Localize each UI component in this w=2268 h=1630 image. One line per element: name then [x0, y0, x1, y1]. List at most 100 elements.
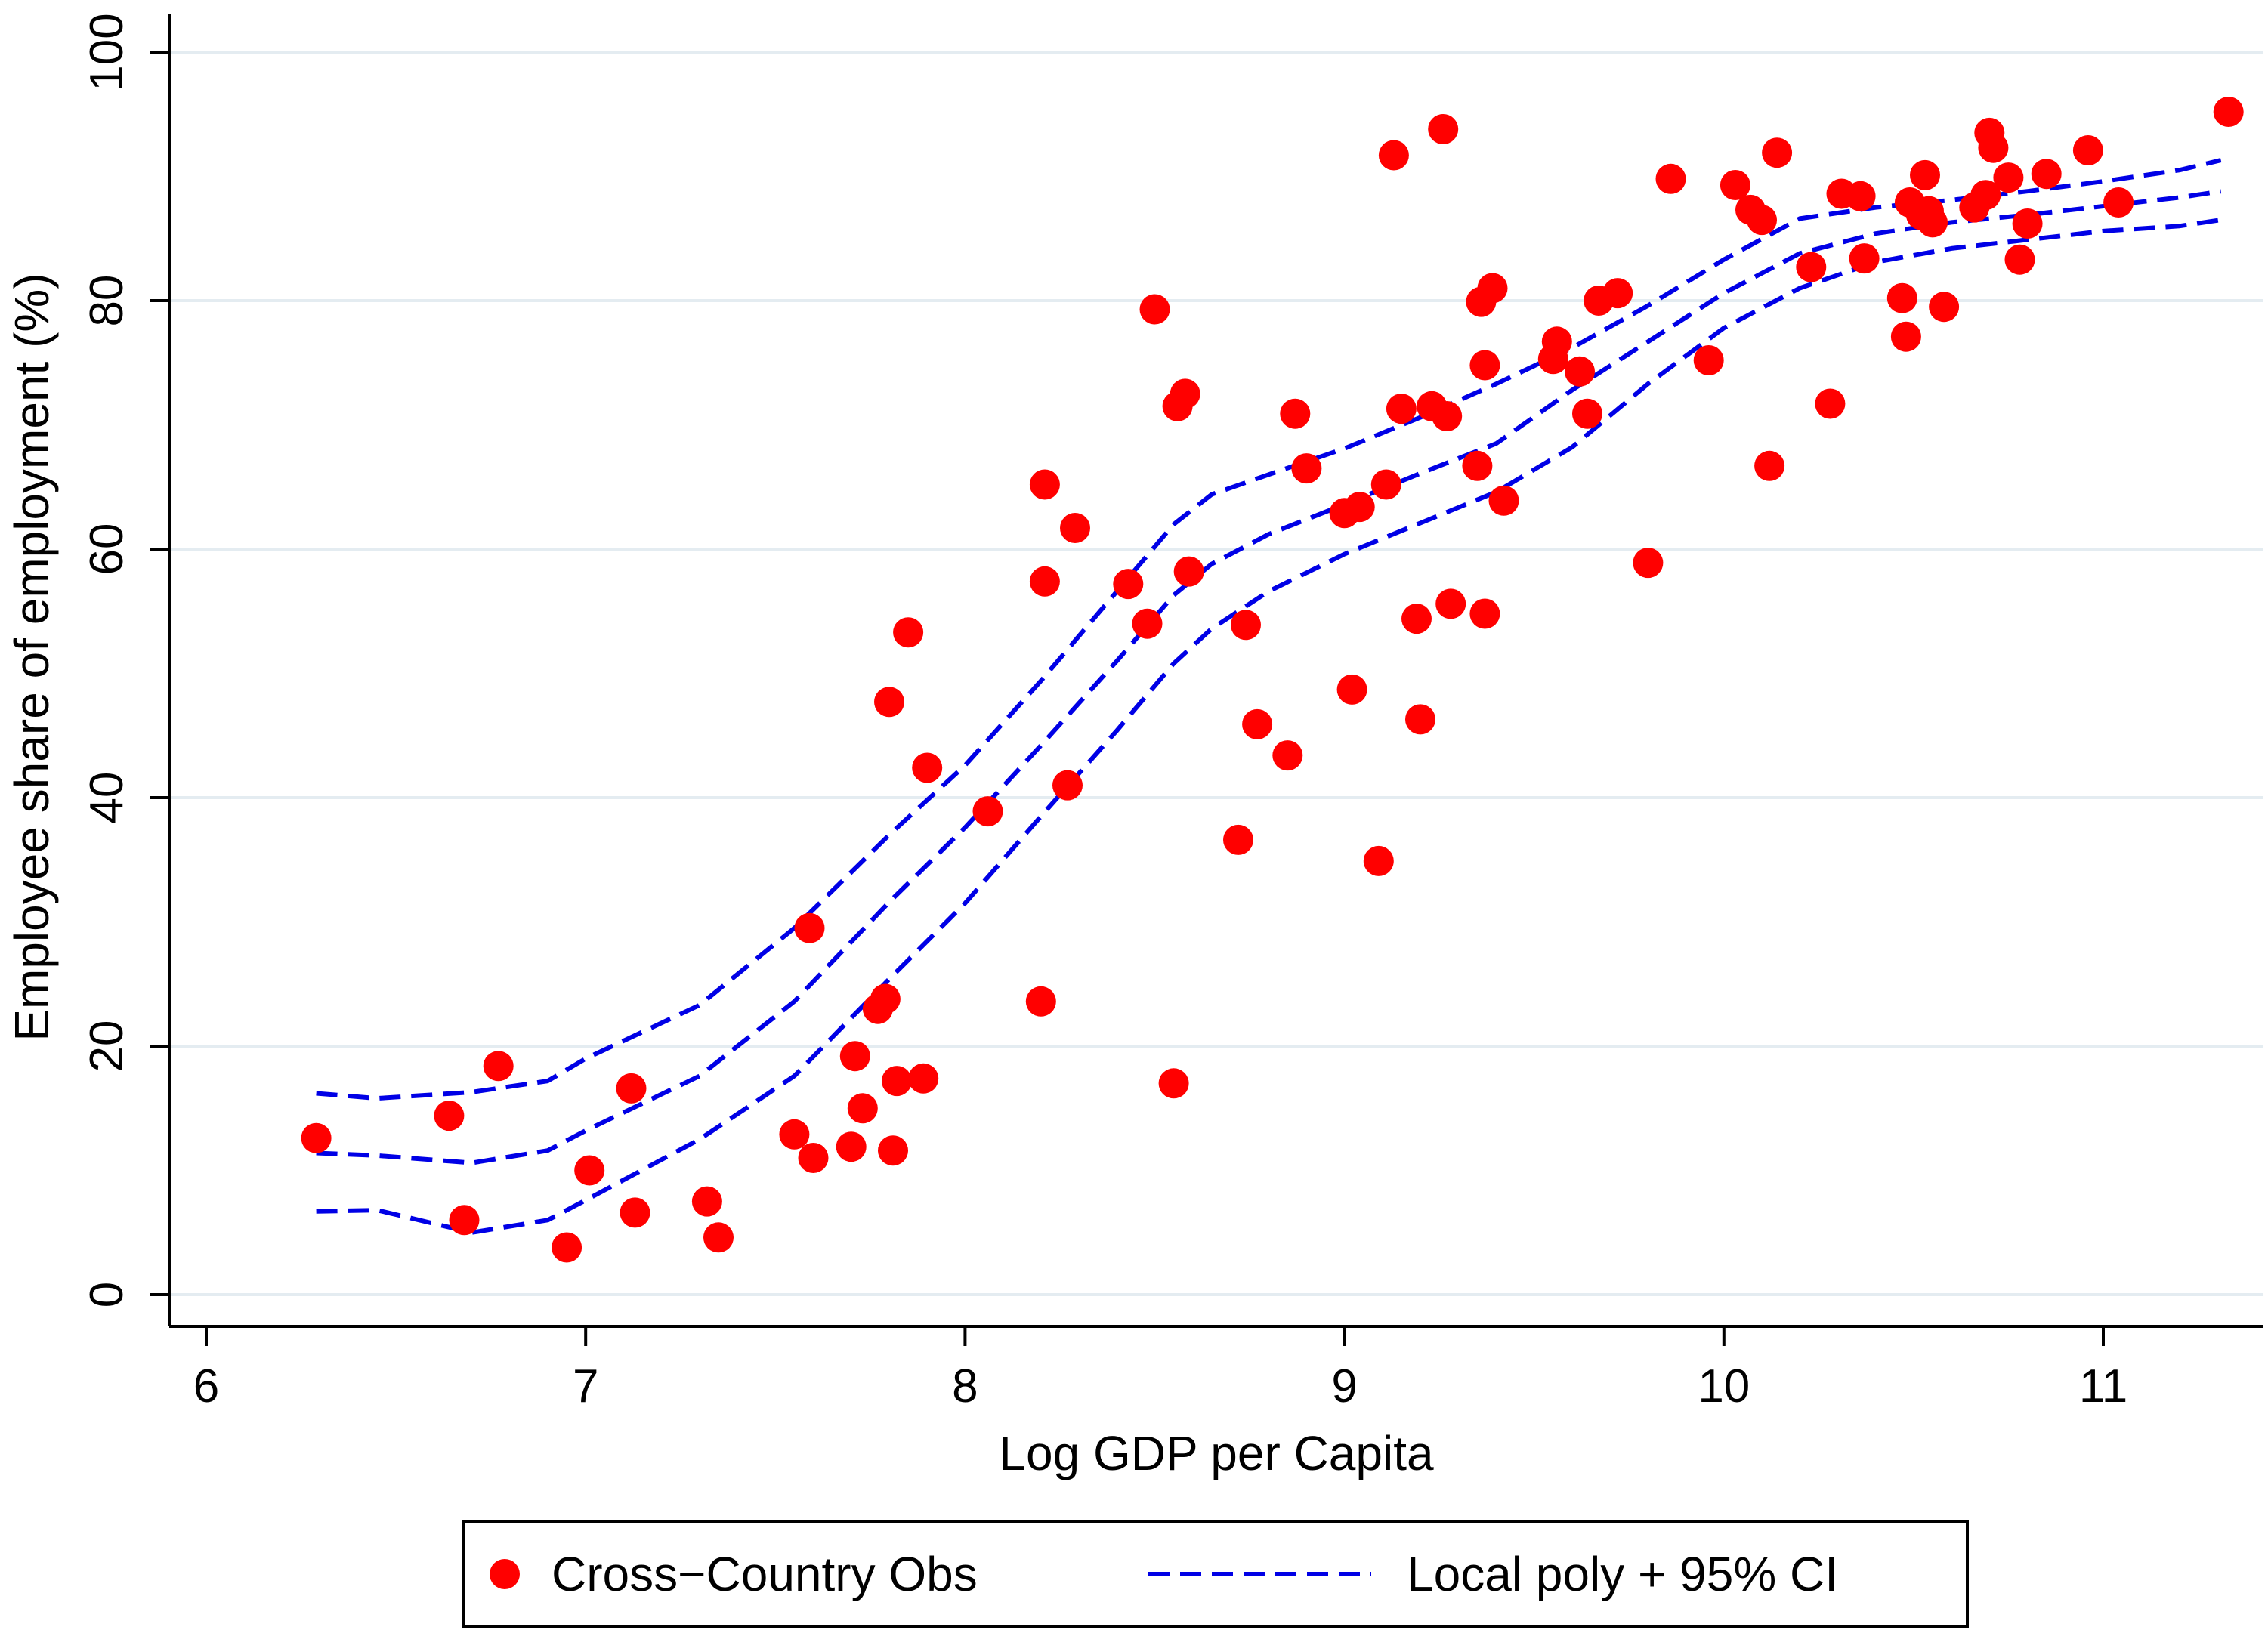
data-point [1370, 469, 1401, 500]
data-point [1720, 170, 1750, 200]
data-point [1655, 163, 1686, 194]
y-tick-label: 100 [81, 13, 133, 91]
data-point [1173, 556, 1204, 587]
data-point [1386, 394, 1417, 424]
fit-lines [316, 158, 2222, 1235]
data-point [301, 1122, 332, 1153]
legend: Cross−Country Obs Local poly + 95% CI [462, 1520, 1969, 1628]
y-tick-label: 80 [81, 275, 133, 327]
data-point [2004, 244, 2035, 275]
data-point [1052, 770, 1083, 801]
data-point [1291, 453, 1322, 484]
data-point [878, 1135, 908, 1166]
data-point [1747, 205, 1777, 236]
data-point [1849, 243, 1880, 274]
data-point [1565, 356, 1595, 387]
data-point [1815, 388, 1846, 419]
data-point [1541, 326, 1572, 357]
data-point [1602, 278, 1633, 309]
axes [168, 14, 2263, 1328]
data-point [1993, 162, 2024, 193]
data-point [434, 1101, 465, 1131]
data-point [779, 1119, 810, 1150]
legend-marker-points [490, 1559, 520, 1589]
data-point [1762, 137, 1793, 168]
data-point [1572, 398, 1602, 429]
data-point [620, 1197, 650, 1228]
data-point [1917, 207, 1948, 238]
data-point [908, 1063, 939, 1094]
data-point [1363, 845, 1394, 876]
grid-lines [169, 51, 2263, 1296]
data-point [1633, 548, 1664, 579]
data-point [703, 1222, 734, 1253]
x-tick-label: 8 [952, 1360, 978, 1412]
data-point [1025, 986, 1056, 1017]
data-point [839, 1041, 870, 1072]
data-point [1929, 292, 1960, 323]
data-point [1231, 610, 1261, 641]
data-point [616, 1073, 647, 1104]
data-point [1272, 740, 1303, 771]
data-point [1469, 350, 1500, 381]
data-point [972, 796, 1003, 827]
data-point [1477, 273, 1508, 304]
data-point [1435, 588, 1466, 619]
data-point [1432, 401, 1463, 431]
data-point [1890, 321, 1921, 352]
data-point [1223, 824, 1253, 855]
y-axis-title: Employee share of employment (%) [5, 273, 59, 1041]
data-point [552, 1232, 582, 1263]
x-tick-label: 7 [573, 1360, 598, 1412]
data-point [574, 1155, 605, 1186]
legend-label-points: Cross−Country Obs [552, 1547, 978, 1601]
data-point [1113, 569, 1144, 600]
data-point [1401, 604, 1432, 634]
data-point [1469, 598, 1500, 629]
series-line-2 [316, 218, 2222, 1235]
data-point [1970, 180, 2001, 211]
data-point [1029, 566, 1060, 597]
x-tick-label: 11 [2079, 1360, 2127, 1412]
data-point [912, 752, 943, 783]
data-point [1029, 469, 1060, 500]
data-point [2213, 97, 2244, 127]
data-points [301, 97, 2244, 1263]
data-point [1462, 450, 1493, 481]
y-tick-label: 0 [81, 1282, 133, 1307]
data-point [1170, 378, 1200, 409]
x-tick-label: 9 [1331, 1360, 1357, 1412]
data-point [1242, 708, 1273, 739]
data-point [870, 983, 901, 1014]
data-point [483, 1051, 514, 1082]
series-line-0 [316, 189, 2222, 1165]
data-point [691, 1186, 722, 1217]
x-axis-title: Log GDP per Capita [999, 1426, 1434, 1480]
data-point [449, 1205, 480, 1236]
data-point [2072, 135, 2103, 165]
data-point [1280, 398, 1311, 429]
y-tick-label: 20 [81, 1020, 133, 1073]
x-tick-label: 6 [193, 1360, 219, 1412]
data-point [1378, 140, 1409, 171]
data-point [1158, 1068, 1189, 1099]
data-point [2031, 159, 2062, 190]
data-point [1886, 282, 1917, 313]
data-point [1344, 492, 1375, 523]
data-point [847, 1093, 878, 1124]
data-point [1796, 252, 1827, 282]
x-tick-label: 10 [1698, 1360, 1750, 1412]
data-point [1978, 132, 2009, 163]
data-point [1488, 485, 1519, 516]
data-point [882, 1066, 912, 1097]
data-point [1428, 114, 1459, 144]
data-point [798, 1143, 829, 1173]
data-point [1405, 704, 1435, 735]
data-point [1132, 608, 1163, 639]
data-point [1060, 513, 1090, 543]
tick-marks: 0 20 40 60 80 100 6 7 8 9 10 11 [81, 13, 2127, 1412]
data-point [1910, 159, 1940, 190]
data-point [1139, 294, 1170, 325]
